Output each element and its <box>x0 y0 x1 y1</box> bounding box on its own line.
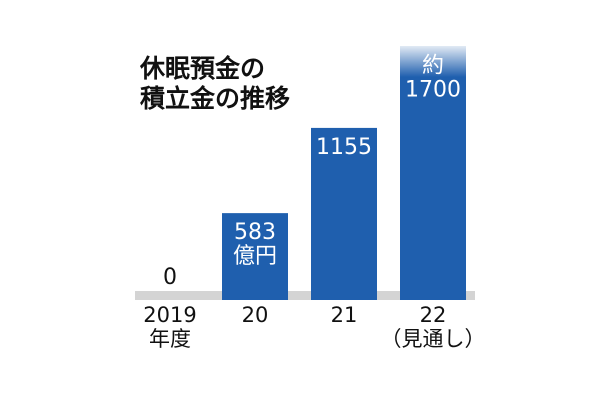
text-line: （見通し） <box>381 327 486 351</box>
bar-fade <box>400 46 466 301</box>
x-tick-label: 2019 年度 <box>143 303 196 351</box>
text-line: 約 <box>422 54 444 79</box>
text-line: 年度 <box>149 327 191 351</box>
text-line: 22 <box>420 303 447 327</box>
value-label: 約 1700 <box>405 54 461 103</box>
bar <box>222 213 288 300</box>
value-label: 583 億円 <box>233 220 277 269</box>
text-line: 億円 <box>233 244 277 269</box>
bar <box>311 127 377 300</box>
value-label: 0 <box>163 265 177 290</box>
text-line: 休眠預金の <box>139 54 265 83</box>
text-line: 積立金の推移 <box>140 84 290 113</box>
x-tick-label: 21 <box>331 303 358 327</box>
baseline <box>135 291 475 300</box>
text-line: 583 <box>234 220 276 245</box>
text-line: 1700 <box>405 78 461 103</box>
x-tick-label: 22 （見通し） <box>381 303 486 351</box>
text-line: 2019 <box>143 303 196 327</box>
x-tick-label: 20 <box>242 303 269 327</box>
value-label: 1155 <box>316 135 372 160</box>
chart-title: 休眠預金の積立金の推移 <box>139 54 290 113</box>
